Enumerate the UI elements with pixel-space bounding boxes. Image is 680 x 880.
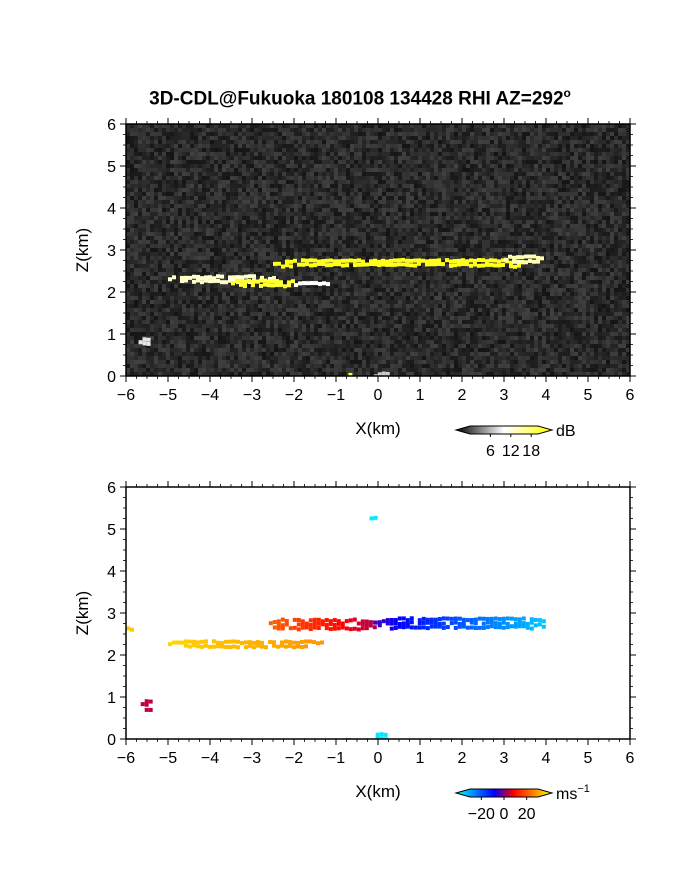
velocity-panel: −6 −5 −4 −3 −2 −1 0 1 2 3 4 5 6 0 1 2 3 4 5 6 X(km) Z(km) ms−1… bbox=[73, 480, 636, 823]
plot-area bbox=[126, 515, 546, 739]
echo-feature-3 bbox=[140, 699, 153, 712]
y-tick-label: 6 bbox=[107, 117, 116, 134]
y-tick-label: 1 bbox=[107, 327, 116, 344]
colorbar-tick-label: 18 bbox=[522, 443, 540, 460]
colorbar-tick-label: 20 bbox=[518, 806, 536, 823]
y-tick-label: 5 bbox=[107, 522, 116, 539]
y-axis-label: Z(km) bbox=[73, 591, 92, 635]
x-tick-label: −3 bbox=[243, 387, 261, 404]
y-tick-label: 4 bbox=[107, 201, 116, 218]
echo-feature-2 bbox=[168, 274, 276, 285]
chart-title-text: 3D-CDL@Fukuoka 180108 134428 RHI AZ=292 bbox=[149, 88, 564, 110]
y-tick-label: 0 bbox=[107, 369, 116, 386]
x-tick-label: 2 bbox=[458, 387, 467, 404]
y-tick-label: 5 bbox=[107, 159, 116, 176]
echo-feature-6 bbox=[373, 371, 390, 376]
x-axis-label: X(km) bbox=[355, 782, 400, 801]
y-tick-label: 1 bbox=[107, 690, 116, 707]
x-tick-label: 2 bbox=[458, 750, 467, 767]
y-tick-label: 2 bbox=[107, 285, 116, 302]
echo-feature-6 bbox=[126, 626, 134, 632]
colorbar-bar bbox=[454, 425, 554, 435]
echo-feature-4 bbox=[375, 732, 388, 739]
y-tick-label: 2 bbox=[107, 648, 116, 665]
colorbar: dB 6 12 18 bbox=[454, 423, 576, 460]
x-tick-label: −2 bbox=[285, 387, 303, 404]
background-noise bbox=[126, 124, 630, 376]
y-tick-label: 3 bbox=[107, 606, 116, 623]
colorbar-unit: dB bbox=[556, 423, 576, 440]
echo-feature-5 bbox=[369, 515, 378, 521]
x-tick-label: 6 bbox=[626, 750, 635, 767]
colorbar-tick-label: −20 bbox=[468, 806, 495, 823]
x-tick-label: −6 bbox=[117, 750, 135, 767]
chart-title: 3D-CDL@Fukuoka 180108 134428 RHI AZ=292o bbox=[0, 86, 680, 110]
x-tick-label: 1 bbox=[416, 750, 425, 767]
x-tick-label: −4 bbox=[201, 387, 219, 404]
x-tick-label: 4 bbox=[542, 387, 551, 404]
colorbar-tick-label: 12 bbox=[502, 443, 520, 460]
x-tick-label: −1 bbox=[327, 750, 345, 767]
y-tick-label: 0 bbox=[107, 732, 116, 749]
colorbar: ms−1 −20 0 20 bbox=[454, 783, 590, 823]
y-tick-label: 3 bbox=[107, 243, 116, 260]
x-tick-label: 6 bbox=[626, 387, 635, 404]
x-axis-label: X(km) bbox=[355, 419, 400, 438]
echo-feature-1 bbox=[373, 616, 546, 631]
echo-feature-2 bbox=[168, 639, 324, 650]
degree-superscript: o bbox=[563, 86, 571, 100]
echo-feature-1 bbox=[504, 254, 544, 265]
x-tick-label: 0 bbox=[374, 750, 383, 767]
plot-area bbox=[126, 124, 630, 376]
x-tick-label: −4 bbox=[201, 750, 219, 767]
x-tick-label: 5 bbox=[584, 750, 593, 767]
x-tick-label: 5 bbox=[584, 387, 593, 404]
y-tick-label: 6 bbox=[107, 480, 116, 497]
x-tick-label: 3 bbox=[500, 750, 509, 767]
x-tick-label: −3 bbox=[243, 750, 261, 767]
x-tick-label: −2 bbox=[285, 750, 303, 767]
colorbar-unit-exponent: −1 bbox=[577, 783, 590, 795]
echo-feature-4 bbox=[294, 281, 330, 288]
x-tick-label: 3 bbox=[500, 387, 509, 404]
colorbar-bar bbox=[454, 788, 554, 798]
x-tick-label: 0 bbox=[374, 387, 383, 404]
echo-feature-5 bbox=[138, 337, 151, 346]
colorbar-tick-label: 0 bbox=[500, 806, 509, 823]
x-tick-label: −1 bbox=[327, 387, 345, 404]
echo-feature-3 bbox=[231, 278, 295, 289]
x-tick-label: −5 bbox=[159, 750, 177, 767]
y-axis-label: Z(km) bbox=[73, 228, 92, 272]
x-tick-label: −6 bbox=[117, 387, 135, 404]
echo-feature-0 bbox=[273, 257, 525, 269]
x-tick-label: 4 bbox=[542, 750, 551, 767]
x-tick-label: −5 bbox=[159, 387, 177, 404]
x-tick-label: 1 bbox=[416, 387, 425, 404]
echo-feature-0 bbox=[268, 617, 377, 632]
colorbar-tick-label: 6 bbox=[486, 443, 495, 460]
colorbar-unit: ms−1 bbox=[556, 783, 590, 803]
plot-background bbox=[126, 487, 630, 739]
y-tick-label: 4 bbox=[107, 564, 116, 581]
